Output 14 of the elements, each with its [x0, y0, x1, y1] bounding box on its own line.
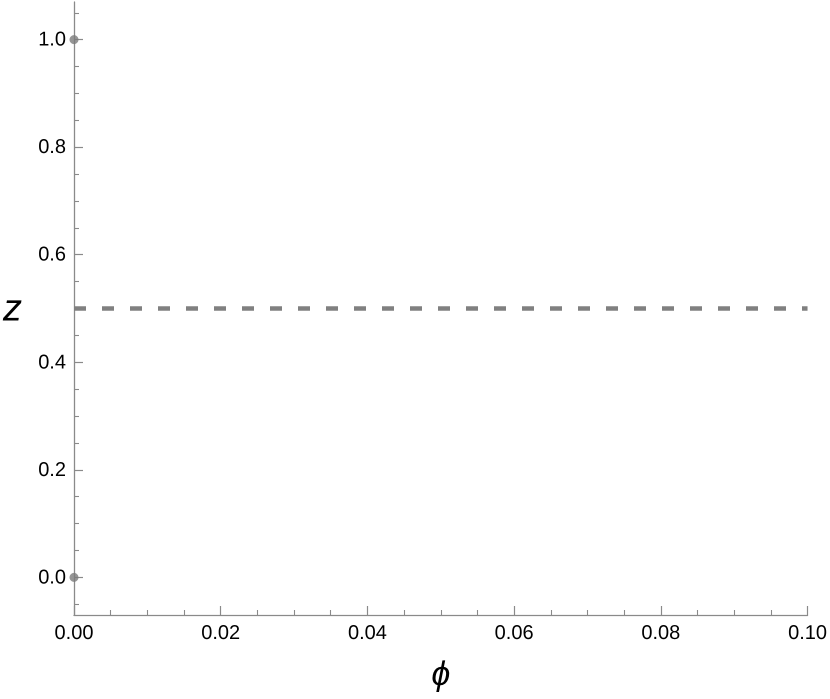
- x-tick-label: 0.00: [54, 622, 94, 644]
- y-tick-label: 0.6: [38, 244, 66, 266]
- x-tick-label: 0.02: [201, 622, 240, 644]
- x-tick-label: 0.08: [641, 622, 680, 644]
- x-tick-label: 0.04: [348, 622, 387, 644]
- y-tick-label: 0.8: [38, 136, 66, 158]
- x-tick-label: 0.06: [494, 622, 534, 644]
- y-tick-label: 1.0: [38, 28, 66, 51]
- y-tick-label: 0.2: [38, 458, 66, 481]
- x-axis-title: ϕ: [431, 655, 450, 693]
- x-tick-label: 0.10: [788, 622, 828, 644]
- y-tick-label: 0.4: [38, 351, 66, 374]
- y-tick-label: 0.0: [38, 566, 66, 588]
- y-axis-title: z: [2, 288, 22, 330]
